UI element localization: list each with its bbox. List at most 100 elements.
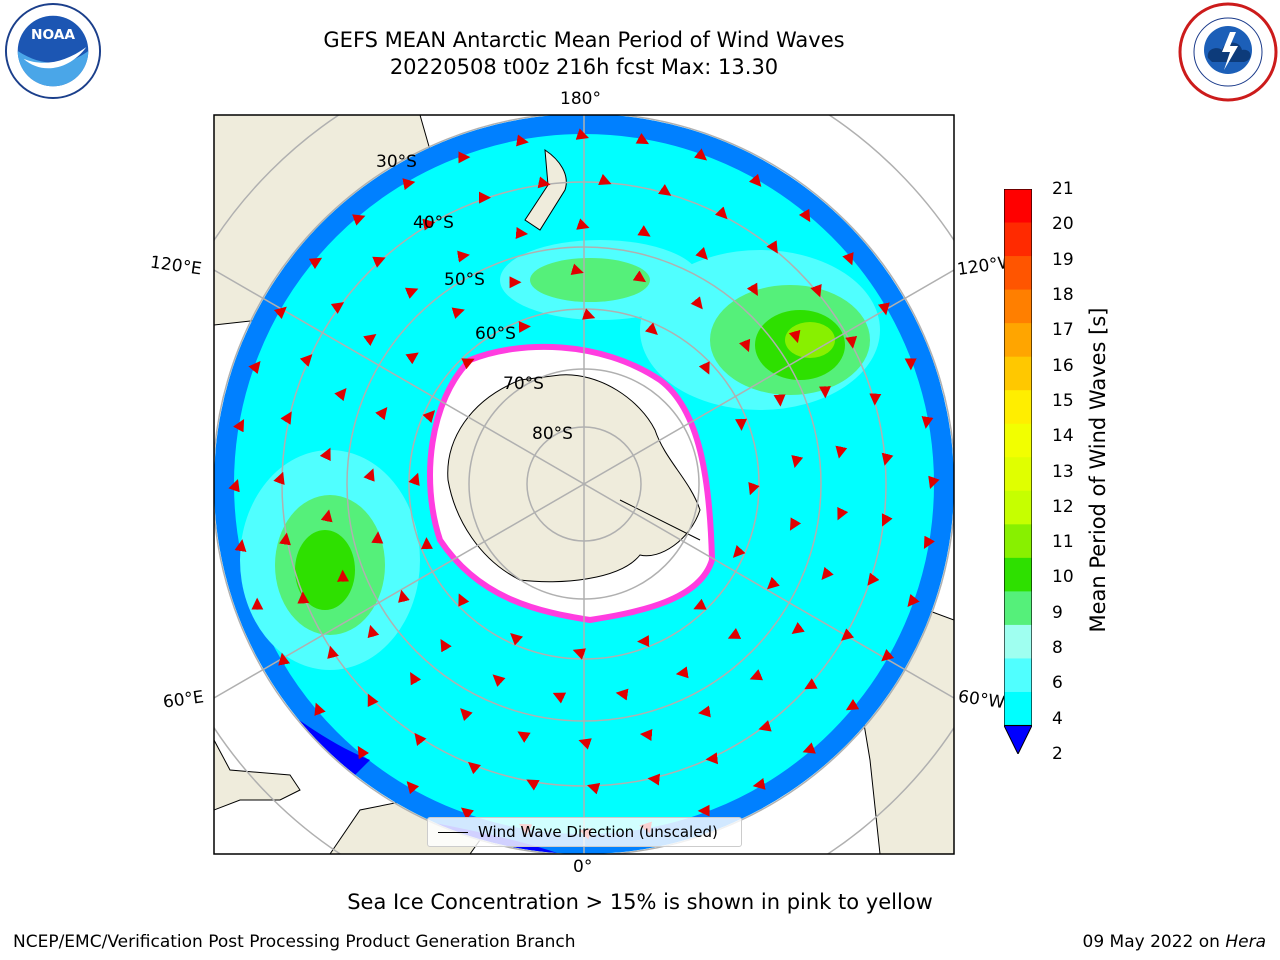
colorbar-label: Mean Period of Wind Waves [s] bbox=[1086, 307, 1110, 633]
wind-wave-arrow bbox=[928, 475, 940, 489]
lon-label-180: 180° bbox=[560, 89, 601, 109]
colorbar-tick-label: 9 bbox=[1052, 602, 1063, 623]
wind-wave-arrow bbox=[845, 335, 858, 349]
wind-wave-arrow bbox=[375, 407, 388, 421]
wind-wave-arrow bbox=[297, 591, 310, 604]
wind-wave-arrow bbox=[405, 352, 419, 365]
colorbar-segment bbox=[1004, 289, 1032, 324]
wind-wave-arrow bbox=[657, 184, 672, 196]
colorbar-tick-label: 11 bbox=[1052, 532, 1074, 553]
wind-wave-arrow bbox=[714, 206, 728, 220]
wind-wave-arrow bbox=[334, 388, 347, 402]
wind-wave-arrow bbox=[572, 648, 587, 660]
wind-wave-arrow bbox=[576, 218, 590, 230]
footer-date-text: 09 May 2022 on bbox=[1082, 932, 1226, 952]
wind-wave-arrow bbox=[693, 598, 707, 610]
colorbar-segment bbox=[1004, 658, 1032, 693]
wind-wave-arrow bbox=[748, 173, 762, 187]
wind-wave-arrow bbox=[835, 445, 848, 459]
wind-wave-arrow bbox=[510, 632, 524, 646]
colorbar-segment bbox=[1004, 624, 1032, 659]
wind-wave-arrow bbox=[842, 252, 854, 266]
wind-wave-arrow bbox=[234, 539, 247, 552]
colorbar-segment bbox=[1004, 591, 1032, 626]
wind-wave-arrow bbox=[788, 329, 801, 344]
wind-wave-arrow bbox=[357, 745, 370, 760]
chart-title: GEFS MEAN Antarctic Mean Period of Wind … bbox=[323, 28, 845, 52]
wind-wave-arrow bbox=[367, 693, 379, 708]
lat-label-80s: 80°S bbox=[532, 424, 573, 444]
wind-wave-arrow bbox=[727, 628, 742, 639]
footer-machine: Hera bbox=[1225, 932, 1266, 952]
wind-wave-arrow bbox=[748, 481, 760, 496]
colorbar-segment bbox=[1004, 356, 1032, 391]
wind-wave-arrow bbox=[458, 593, 470, 607]
colorbar-segment bbox=[1004, 189, 1032, 224]
wind-wave-arrow bbox=[881, 513, 893, 527]
wind-wave-arrow bbox=[515, 227, 529, 239]
wind-wave-arrow bbox=[299, 354, 313, 367]
colorbar-segment bbox=[1004, 323, 1032, 358]
wind-wave-arrow bbox=[404, 287, 419, 299]
wind-wave-arrow bbox=[410, 672, 422, 686]
colorbar-tick-label: 4 bbox=[1052, 708, 1063, 729]
legend-line-sample bbox=[438, 832, 468, 833]
wind-wave-arrow bbox=[414, 732, 427, 746]
footer-producer: NCEP/EMC/Verification Post Processing Pr… bbox=[13, 932, 576, 952]
lon-label-0: 0° bbox=[573, 857, 593, 877]
wind-wave-arrow bbox=[766, 576, 780, 590]
wind-wave-arrow bbox=[639, 729, 653, 741]
graticule bbox=[214, 115, 954, 854]
wind-wave-arrow bbox=[586, 782, 601, 795]
wind-wave-arrow bbox=[314, 702, 326, 716]
wind-wave-arrow bbox=[320, 509, 333, 523]
wind-wave-arrow bbox=[406, 781, 420, 795]
legend-label: Wind Wave Direction (unscaled) bbox=[478, 823, 718, 841]
wind-wave-arrow bbox=[308, 257, 323, 270]
wind-wave-arrow bbox=[791, 622, 805, 635]
wind-wave-arrow bbox=[422, 218, 436, 231]
wind-wave-arrow bbox=[581, 308, 596, 320]
sea-ice-caption: Sea Ice Concentration > 15% is shown in … bbox=[347, 890, 933, 914]
wind-wave-arrow bbox=[363, 468, 375, 482]
colorbar-tick-label: 2 bbox=[1052, 744, 1063, 764]
wind-wave-arrow bbox=[526, 779, 540, 791]
wind-wave-arrow bbox=[867, 572, 880, 586]
wind-wave-arrow bbox=[327, 645, 339, 659]
wind-wave-arrow bbox=[758, 720, 772, 732]
colorbar-segment bbox=[1004, 490, 1032, 525]
colorbar-segment bbox=[1004, 222, 1032, 257]
wind-wave-arrow bbox=[273, 306, 287, 320]
wind-wave-arrow bbox=[460, 807, 475, 820]
wind-wave-arrow bbox=[278, 652, 291, 666]
colorbar-tick-label: 18 bbox=[1052, 284, 1074, 305]
wind-wave-arrow bbox=[632, 270, 647, 283]
colorbar-tick-label: 12 bbox=[1052, 496, 1074, 517]
colorbar-tick-label: 17 bbox=[1052, 320, 1074, 341]
wind-wave-arrow bbox=[746, 282, 758, 296]
wind-wave-arrow bbox=[695, 246, 708, 260]
wind-wave-arrows bbox=[228, 128, 940, 840]
wind-wave-arrow bbox=[440, 638, 452, 653]
colorbar-tick-label: 10 bbox=[1052, 567, 1074, 588]
wind-wave-arrow bbox=[749, 669, 764, 681]
wind-wave-arrow bbox=[773, 394, 786, 407]
colorbar-segment bbox=[1004, 457, 1032, 492]
nws-logo bbox=[1178, 2, 1278, 102]
wind-wave-arrow bbox=[492, 674, 506, 687]
map-legend: Wind Wave Direction (unscaled) bbox=[427, 817, 742, 847]
wind-wave-arrow bbox=[802, 742, 816, 754]
wind-wave-arrow bbox=[228, 479, 240, 493]
wind-wave-arrow bbox=[798, 208, 811, 223]
wind-wave-arrow bbox=[468, 761, 482, 775]
wind-wave-arrow bbox=[881, 452, 894, 466]
wind-wave-arrow bbox=[408, 472, 420, 487]
wind-wave-arrow bbox=[804, 678, 818, 690]
wind-wave-arrow bbox=[644, 322, 658, 336]
wind-wave-arrow bbox=[319, 447, 331, 462]
lat-label-60s: 60°S bbox=[475, 324, 516, 344]
wind-wave-arrow bbox=[552, 692, 567, 704]
wind-wave-arrow bbox=[422, 410, 436, 424]
colorbar-segment bbox=[1004, 691, 1032, 726]
wind-wave-arrow bbox=[841, 628, 855, 641]
